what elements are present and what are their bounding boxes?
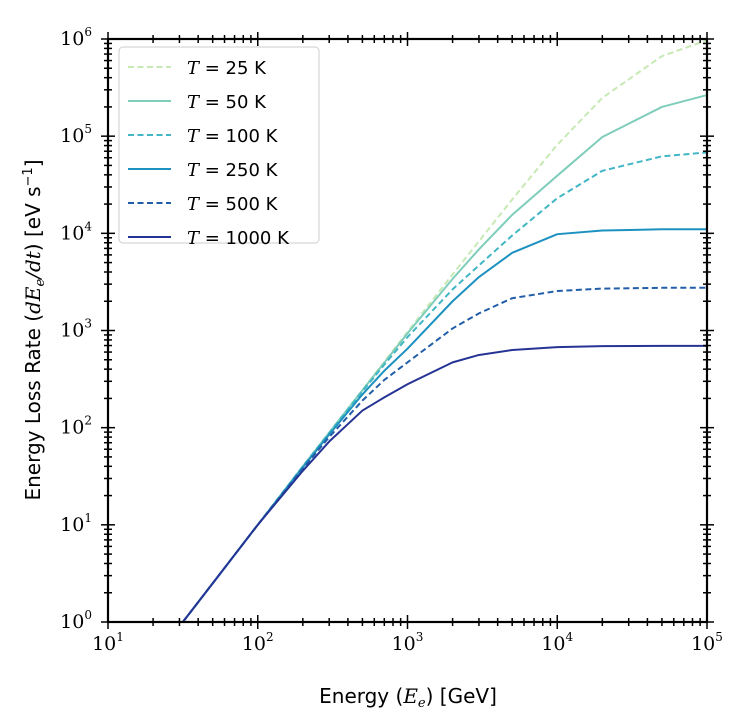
legend-box (118, 46, 320, 244)
legend-entry-label: T = 50 K (187, 92, 267, 113)
legend-entry-label: T = 100 K (187, 126, 279, 147)
y-axis-label: Energy Loss Rate (dEe/dt) [eV s−1] (21, 159, 48, 500)
series-line-1000-k (182, 344, 707, 623)
x-tick-label: 102 (242, 630, 274, 655)
x-tick-label: 104 (541, 630, 573, 655)
y-tick-label: 103 (60, 317, 92, 342)
legend-entry-label: T = 250 K (187, 160, 279, 181)
y-tick-label: 106 (60, 25, 92, 50)
legend-entry-label: T = 500 K (187, 194, 279, 215)
legend-entry-label: T = 1000 K (187, 228, 290, 249)
legend: T = 25 K T = 50 K T = 100 K T = 250 K T = 50… (118, 46, 320, 249)
x-tick-label: 105 (691, 630, 723, 655)
y-tick-label: 105 (60, 122, 92, 147)
y-tick-label: 101 (60, 511, 92, 536)
x-axis-label: Energy (Ee) [GeV] (319, 684, 497, 711)
y-tick-label: 102 (60, 414, 92, 439)
y-tick-label: 104 (60, 219, 92, 244)
legend-entry-label: T = 25 K (187, 58, 267, 79)
x-tick-label: 101 (92, 630, 124, 655)
x-tick-label: 103 (392, 630, 424, 655)
series-layer (182, 39, 708, 623)
y-tick-label: 100 (60, 608, 92, 633)
plot-frame (106, 37, 709, 624)
